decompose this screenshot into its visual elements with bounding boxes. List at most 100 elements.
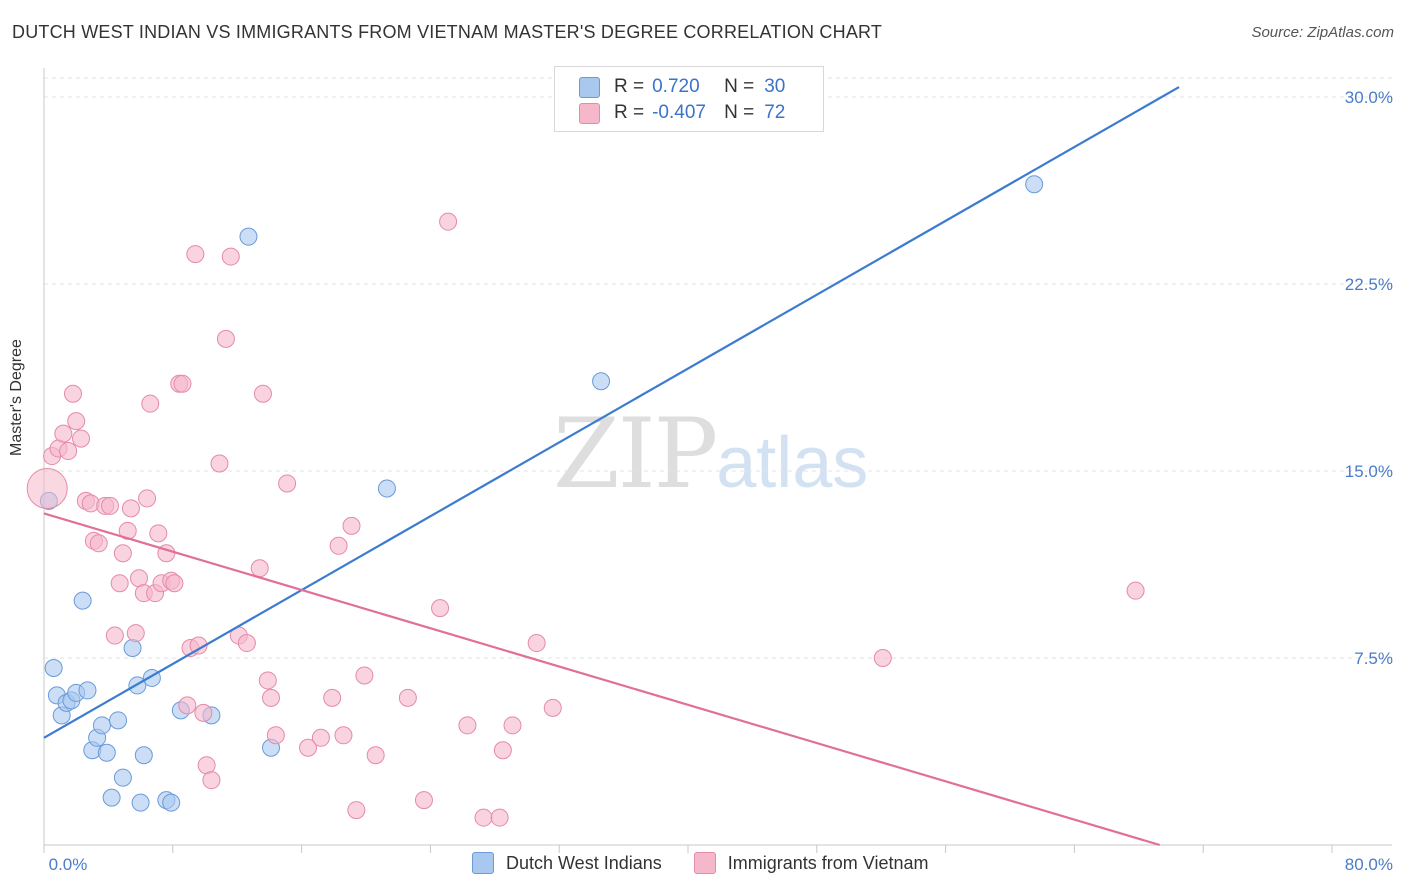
legend-swatch-blue — [472, 852, 494, 874]
point-vietnam — [89, 534, 108, 553]
point-vietnam — [194, 703, 213, 722]
y-tick-label: 22.5% — [1345, 275, 1393, 294]
source-label: Source: ZipAtlas.com — [1251, 24, 1394, 41]
y-tick-labels: 7.5% 15.0% 22.5% 30.0% — [1345, 88, 1393, 668]
point-vietnam — [458, 716, 477, 735]
point-vietnam — [121, 499, 140, 518]
point-dutch-west-indians — [239, 227, 258, 246]
point-vietnam — [101, 496, 120, 515]
point-vietnam — [431, 599, 450, 618]
y-tick-label: 30.0% — [1345, 88, 1393, 107]
watermark: ZIPatlas — [553, 398, 868, 510]
point-vietnam — [59, 442, 78, 461]
point-vietnam — [334, 726, 353, 745]
point-vietnam — [347, 801, 366, 820]
legend-n-label: N = — [724, 76, 755, 97]
legend-r-label: R = — [614, 76, 645, 97]
point-vietnam — [253, 384, 272, 403]
point-vietnam — [266, 726, 285, 745]
legend-item-dutch-west-indians: Dutch West Indians — [472, 852, 662, 874]
x-tick-label: 0.0% — [49, 855, 88, 874]
legend-item-vietnam: Immigrants from Vietnam — [693, 852, 929, 874]
legend-n-value: 30 — [764, 76, 786, 97]
point-vietnam — [329, 536, 348, 555]
legend-r-label: R = — [614, 102, 645, 123]
point-vietnam — [543, 698, 562, 717]
watermark-zip: ZIP — [553, 398, 718, 510]
grid-lines — [44, 77, 1392, 659]
legend-n-label: N = — [724, 102, 755, 123]
point-dutch-west-indians — [92, 716, 111, 735]
point-dutch-west-indians — [78, 681, 97, 700]
point-dutch-west-indians — [102, 788, 121, 807]
point-vietnam — [138, 489, 157, 508]
point-vietnam — [237, 634, 256, 653]
point-dutch-west-indians — [592, 372, 611, 391]
point-vietnam — [141, 394, 160, 413]
point-dutch-west-indians — [123, 639, 142, 658]
point-dutch-west-indians — [109, 711, 128, 730]
point-vietnam — [503, 716, 522, 735]
point-vietnam — [398, 688, 417, 707]
watermark-atlas: atlas — [716, 423, 869, 503]
point-vietnam — [216, 329, 235, 348]
legend-row-dutch-west-indians: R = 0.720 N = 30 — [579, 75, 785, 99]
point-vietnam — [72, 429, 91, 448]
legend-swatch-pink — [579, 102, 600, 124]
legend-r-value: -0.407 — [652, 102, 706, 123]
point-dutch-west-indians — [73, 591, 92, 610]
point-vietnam — [262, 688, 281, 707]
y-tick-label: 15.0% — [1345, 462, 1393, 481]
x-tick-label: 80.0% — [1345, 855, 1393, 874]
chart-title: DUTCH WEST INDIAN VS IMMIGRANTS FROM VIE… — [12, 22, 883, 42]
point-vietnam — [258, 671, 277, 690]
point-vietnam — [202, 771, 221, 790]
point-dutch-west-indians — [97, 743, 116, 762]
point-vietnam — [210, 454, 229, 473]
point-vietnam — [1126, 581, 1145, 600]
trend-line-vietnam — [43, 512, 1161, 847]
point-dutch-west-indians — [44, 658, 63, 677]
point-vietnam — [113, 544, 132, 563]
x-tick-labels: 0.0% 80.0% — [49, 855, 1393, 874]
correlation-legend: R = 0.720 N = 30 R = -0.407 N = 72 — [554, 66, 824, 132]
point-vietnam — [439, 212, 458, 231]
point-vietnam — [474, 808, 493, 827]
point-vietnam — [493, 741, 512, 760]
point-vietnam — [126, 624, 145, 643]
point-dutch-west-indians — [377, 479, 396, 498]
point-vietnam — [323, 688, 342, 707]
point-vietnam — [873, 649, 892, 667]
point-vietnam — [342, 516, 361, 535]
point-vietnam — [63, 384, 82, 403]
point-vietnam — [221, 247, 240, 266]
point-dutch-west-indians — [134, 746, 153, 765]
point-vietnam — [527, 634, 546, 653]
point-vietnam — [178, 696, 197, 715]
point-vietnam — [26, 467, 68, 509]
legend-swatch-pink — [693, 852, 716, 874]
point-vietnam — [165, 574, 184, 593]
point-vietnam — [186, 245, 205, 264]
point-vietnam — [67, 412, 86, 431]
point-vietnam — [414, 791, 433, 810]
legend-label: Immigrants from Vietnam — [727, 852, 929, 873]
point-vietnam — [129, 569, 148, 588]
axes — [43, 68, 1392, 853]
trend-line-dutch-west-indians — [43, 86, 1180, 739]
point-vietnam — [110, 574, 129, 593]
y-tick-label: 7.5% — [1354, 649, 1393, 668]
point-vietnam — [311, 728, 330, 747]
series-legend: Dutch West Indians Immigrants from Vietn… — [472, 852, 960, 874]
point-vietnam — [250, 559, 269, 578]
legend-n-value: 72 — [764, 102, 786, 123]
point-vietnam — [299, 738, 318, 757]
point-vietnam — [105, 626, 124, 645]
point-vietnam — [366, 746, 385, 765]
legend-row-vietnam: R = -0.407 N = 72 — [579, 101, 785, 125]
point-vietnam — [278, 474, 297, 493]
legend-label: Dutch West Indians — [506, 852, 662, 873]
point-vietnam — [490, 808, 509, 827]
data-points — [26, 175, 1145, 827]
